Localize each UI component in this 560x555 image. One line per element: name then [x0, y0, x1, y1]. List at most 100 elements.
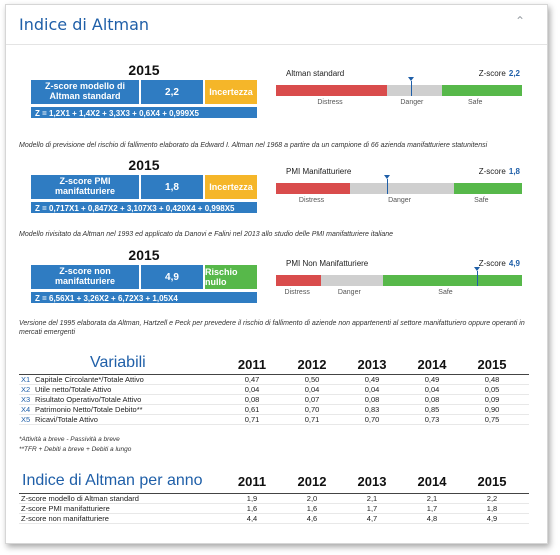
score-value: 2,2 [140, 79, 204, 105]
variable-name: Patrimonio Netto/Totale Debito** [35, 405, 143, 414]
table-cell: 0,04 [304, 385, 320, 394]
variable-code: X4 [21, 405, 31, 414]
gauge-zone-label: Distress [317, 99, 343, 106]
table-cell: 1,9 [246, 494, 258, 503]
table-rule [19, 374, 529, 375]
index-year-header: 2015 [477, 474, 507, 489]
table-cell: 1,6 [306, 504, 318, 513]
gauge-zone-safe [454, 183, 522, 194]
table-cell: 0,61 [244, 405, 260, 414]
table-cell: 4,6 [306, 514, 318, 523]
variables-title: Variabili [90, 354, 146, 371]
score-year: 2015 [128, 157, 160, 173]
table-cell: 2,0 [306, 494, 318, 503]
gauge-zone-label: Safe [474, 197, 489, 204]
index-year-header: 2012 [297, 474, 327, 489]
index-year-header: 2011 [237, 474, 267, 489]
gauge-zone-safe [382, 275, 522, 286]
score-value: 1,8 [140, 174, 204, 200]
table-cell: 0,73 [424, 415, 440, 424]
table-cell: 0,09 [484, 395, 500, 404]
variable-code: X1 [21, 375, 31, 384]
variable-name: Capitale Circolante*/Totale Attivo [35, 375, 144, 384]
footnote: *Attività a breve - Passività a breve [19, 436, 120, 443]
table-cell: 2,1 [426, 494, 438, 503]
table-row: X5 Ricavi/Totale Attivo 0,71 0,71 0,70 0… [19, 415, 529, 425]
table-row: X1 Capitale Circolante*/Totale Attivo 0,… [19, 375, 529, 385]
score-status: Incertezza [204, 79, 258, 105]
gauge-zone-label: Distress [284, 289, 310, 296]
gauge-zone-label: Distress [298, 197, 325, 204]
table-cell: 0,08 [424, 395, 440, 404]
table-cell: 0,08 [364, 395, 380, 404]
table-cell: 2,2 [486, 494, 498, 503]
table-cell: 4,4 [246, 514, 258, 523]
chevron-up-icon[interactable]: ⌃ [514, 14, 525, 28]
score-formula: Z = 6,56X1 + 3,26X2 + 6,72X3 + 1,05X4 [30, 291, 258, 304]
table-rule [19, 493, 529, 494]
table-cell: 2,1 [366, 494, 378, 503]
variable-name: Utile netto/Totale Attivo [35, 385, 112, 394]
gauge-name: PMI Manifatturiere [286, 167, 352, 176]
score-formula: Z = 0,717X1 + 0,847X2 + 3,107X3 + 0,420X… [30, 201, 258, 214]
table-cell: 1,8 [486, 504, 498, 513]
score-label: Z-score non manifatturiere [30, 264, 140, 290]
variable-name: Ricavi/Totale Attivo [35, 415, 98, 424]
table-row: X3 Risultato Operativo/Totale Attivo 0,0… [19, 395, 529, 405]
table-cell: 1,7 [426, 504, 438, 513]
gauge-zscore: Z-score 4,9 [478, 259, 520, 268]
table-row: Z-score PMI manifatturiere 1,6 1,6 1,7 1… [19, 504, 529, 514]
table-cell: 0,05 [484, 385, 500, 394]
gauge-zone-distress [276, 85, 387, 96]
gauge-marker [383, 175, 390, 194]
score-year: 2015 [128, 62, 160, 78]
score-row: Z-score PMI manifatturiere 1,8 Incertezz… [30, 174, 258, 200]
variable-code: X5 [21, 415, 31, 424]
gauge-zone-distress [276, 275, 322, 286]
panel-header: Indice di Altman ⌃ [6, 5, 547, 45]
table-cell: 4,8 [426, 514, 438, 523]
index-year-header: 2014 [417, 474, 447, 489]
altman-panel: Indice di Altman ⌃ 2015 Z-score modello … [5, 4, 548, 544]
gauge-zone-danger [321, 275, 383, 286]
gauge-zone-danger [349, 183, 455, 194]
gauge-zone-label: Danger [388, 197, 412, 204]
score-row: Z-score non manifatturiere 4,9 Rischio n… [30, 264, 258, 290]
gauge-bar [276, 85, 522, 96]
score-label: Z-score PMI manifatturiere [30, 174, 140, 200]
table-cell: 0,47 [244, 375, 260, 384]
index-by-year-title: Indice di Altman per anno [22, 472, 203, 489]
gauge-zone-distress [276, 183, 350, 194]
index-year-header: 2013 [357, 474, 387, 489]
table-cell: 0,04 [424, 385, 440, 394]
gauge-name: PMI Non Manifatturiere [286, 259, 369, 268]
gauge-bar [276, 183, 522, 194]
table-cell: 0,08 [244, 395, 260, 404]
table-cell: 1,6 [246, 504, 258, 513]
table-cell: 0,48 [484, 375, 500, 384]
gauge-zone-label: Safe [438, 289, 453, 296]
table-cell: 0,04 [244, 385, 260, 394]
panel-title: Indice di Altman [19, 15, 150, 34]
table-cell: 0,04 [364, 385, 380, 394]
table-cell: 4,7 [366, 514, 378, 523]
score-note: Versione del 1995 elaborata da Altman, H… [19, 320, 525, 337]
table-cell: 4,9 [486, 514, 498, 523]
table-cell: 0,71 [304, 415, 320, 424]
score-note: Modello rivisitato da Altman nel 1993 ed… [19, 231, 394, 238]
gauge-zone-label: Danger [400, 99, 424, 106]
table-cell: 0,70 [364, 415, 380, 424]
variables-year-header: 2011 [237, 357, 267, 372]
variable-code: X3 [21, 395, 31, 404]
score-label: Z-score modello di Altman standard [30, 79, 140, 105]
gauge-marker [408, 77, 415, 96]
index-row-name: Z-score PMI manifatturiere [21, 504, 110, 513]
gauge-marker [473, 267, 480, 286]
variables-year-header: 2014 [417, 357, 447, 372]
gauge-zone-danger [386, 85, 443, 96]
gauge-bar [276, 275, 522, 286]
gauge-name: Altman standard [286, 69, 345, 78]
table-cell: 0,71 [244, 415, 260, 424]
table-cell: 0,90 [484, 405, 500, 414]
footnote: **TFR + Debiti a breve + Debiti a lungo [19, 446, 132, 453]
